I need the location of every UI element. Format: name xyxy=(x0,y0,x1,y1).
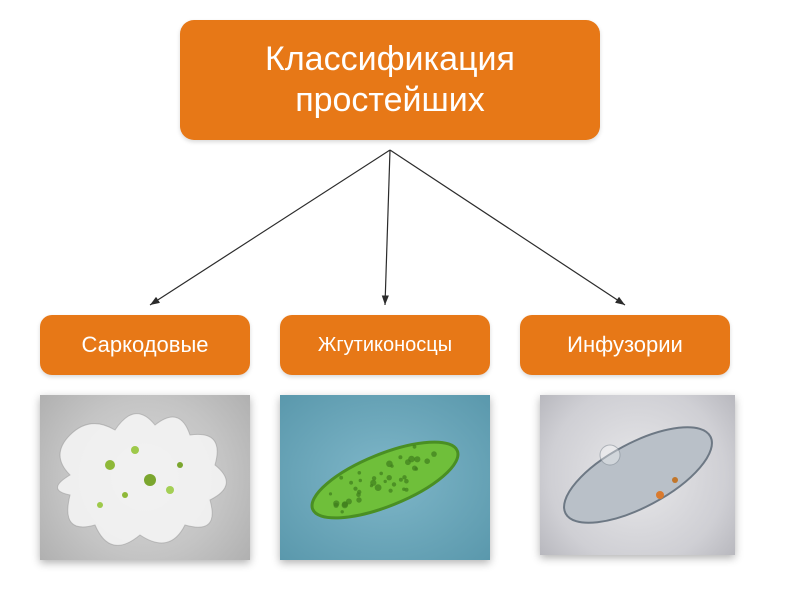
arrow-2 xyxy=(385,150,390,305)
amoeba-body xyxy=(58,414,227,546)
euglena-chloroplast xyxy=(424,458,430,464)
euglena-chloroplast xyxy=(334,503,339,508)
euglena-chloroplast xyxy=(356,492,361,497)
euglena-chloroplast xyxy=(389,489,393,493)
category-box-ciliates: Инфузории xyxy=(520,315,730,375)
category-label: Жгутиконосцы xyxy=(318,334,452,357)
euglena-chloroplast xyxy=(359,479,362,482)
euglena-chloroplast xyxy=(349,481,353,485)
title-box: Классификация простейших xyxy=(180,20,600,140)
euglena-chloroplast xyxy=(399,478,403,482)
arrow-1 xyxy=(150,150,390,305)
amoeba-svg xyxy=(40,395,250,560)
amoeba-organelle xyxy=(166,486,174,494)
euglena-chloroplast xyxy=(341,510,344,513)
image-box-amoeba xyxy=(40,395,250,560)
paramecium-vacuole xyxy=(600,445,620,465)
euglena-chloroplast xyxy=(415,467,419,471)
title-text: Классификация простейших xyxy=(180,39,600,121)
paramecium-svg xyxy=(540,395,735,555)
euglena-chloroplast xyxy=(431,451,437,457)
category-box-flagellates: Жгутиконосцы xyxy=(280,315,490,375)
category-box-sarcodina: Саркодовые xyxy=(40,315,250,375)
euglena-chloroplast xyxy=(379,472,383,476)
amoeba-illustration xyxy=(40,395,250,560)
euglena-chloroplast xyxy=(329,492,332,495)
image-box-paramecium xyxy=(540,395,735,555)
amoeba-organelle xyxy=(97,502,103,508)
paramecium-speck2 xyxy=(672,477,678,483)
euglena-chloroplast xyxy=(353,487,357,491)
paramecium-illustration xyxy=(540,395,735,555)
euglena-chloroplast xyxy=(414,456,420,462)
paramecium-speck1 xyxy=(656,491,664,499)
euglena-chloroplast xyxy=(413,445,417,449)
euglena-chloroplast xyxy=(402,475,406,479)
euglena-chloroplast xyxy=(370,484,373,487)
euglena-chloroplast xyxy=(405,459,411,465)
euglena-chloroplast xyxy=(339,476,343,480)
euglena-chloroplast xyxy=(386,461,393,468)
euglena-chloroplast xyxy=(392,482,396,486)
euglena-chloroplast xyxy=(358,471,362,475)
euglena-chloroplast xyxy=(356,497,361,502)
euglena-chloroplast xyxy=(375,484,382,491)
euglena-illustration xyxy=(280,395,490,560)
euglena-chloroplast xyxy=(346,499,352,505)
euglena-chloroplast xyxy=(387,475,392,480)
amoeba-organelle xyxy=(131,446,139,454)
image-box-euglena xyxy=(280,395,490,560)
euglena-svg xyxy=(280,395,490,560)
amoeba-organelle xyxy=(177,462,183,468)
euglena-chloroplast xyxy=(402,488,405,491)
category-label: Саркодовые xyxy=(81,332,208,358)
amoeba-organelle xyxy=(105,460,115,470)
arrow-3 xyxy=(390,150,625,305)
category-label: Инфузории xyxy=(567,332,683,358)
euglena-chloroplast xyxy=(384,480,387,483)
euglena-chloroplast xyxy=(398,455,402,459)
amoeba-organelle xyxy=(122,492,128,498)
euglena-chloroplast xyxy=(404,479,409,484)
amoeba-organelle xyxy=(144,474,156,486)
